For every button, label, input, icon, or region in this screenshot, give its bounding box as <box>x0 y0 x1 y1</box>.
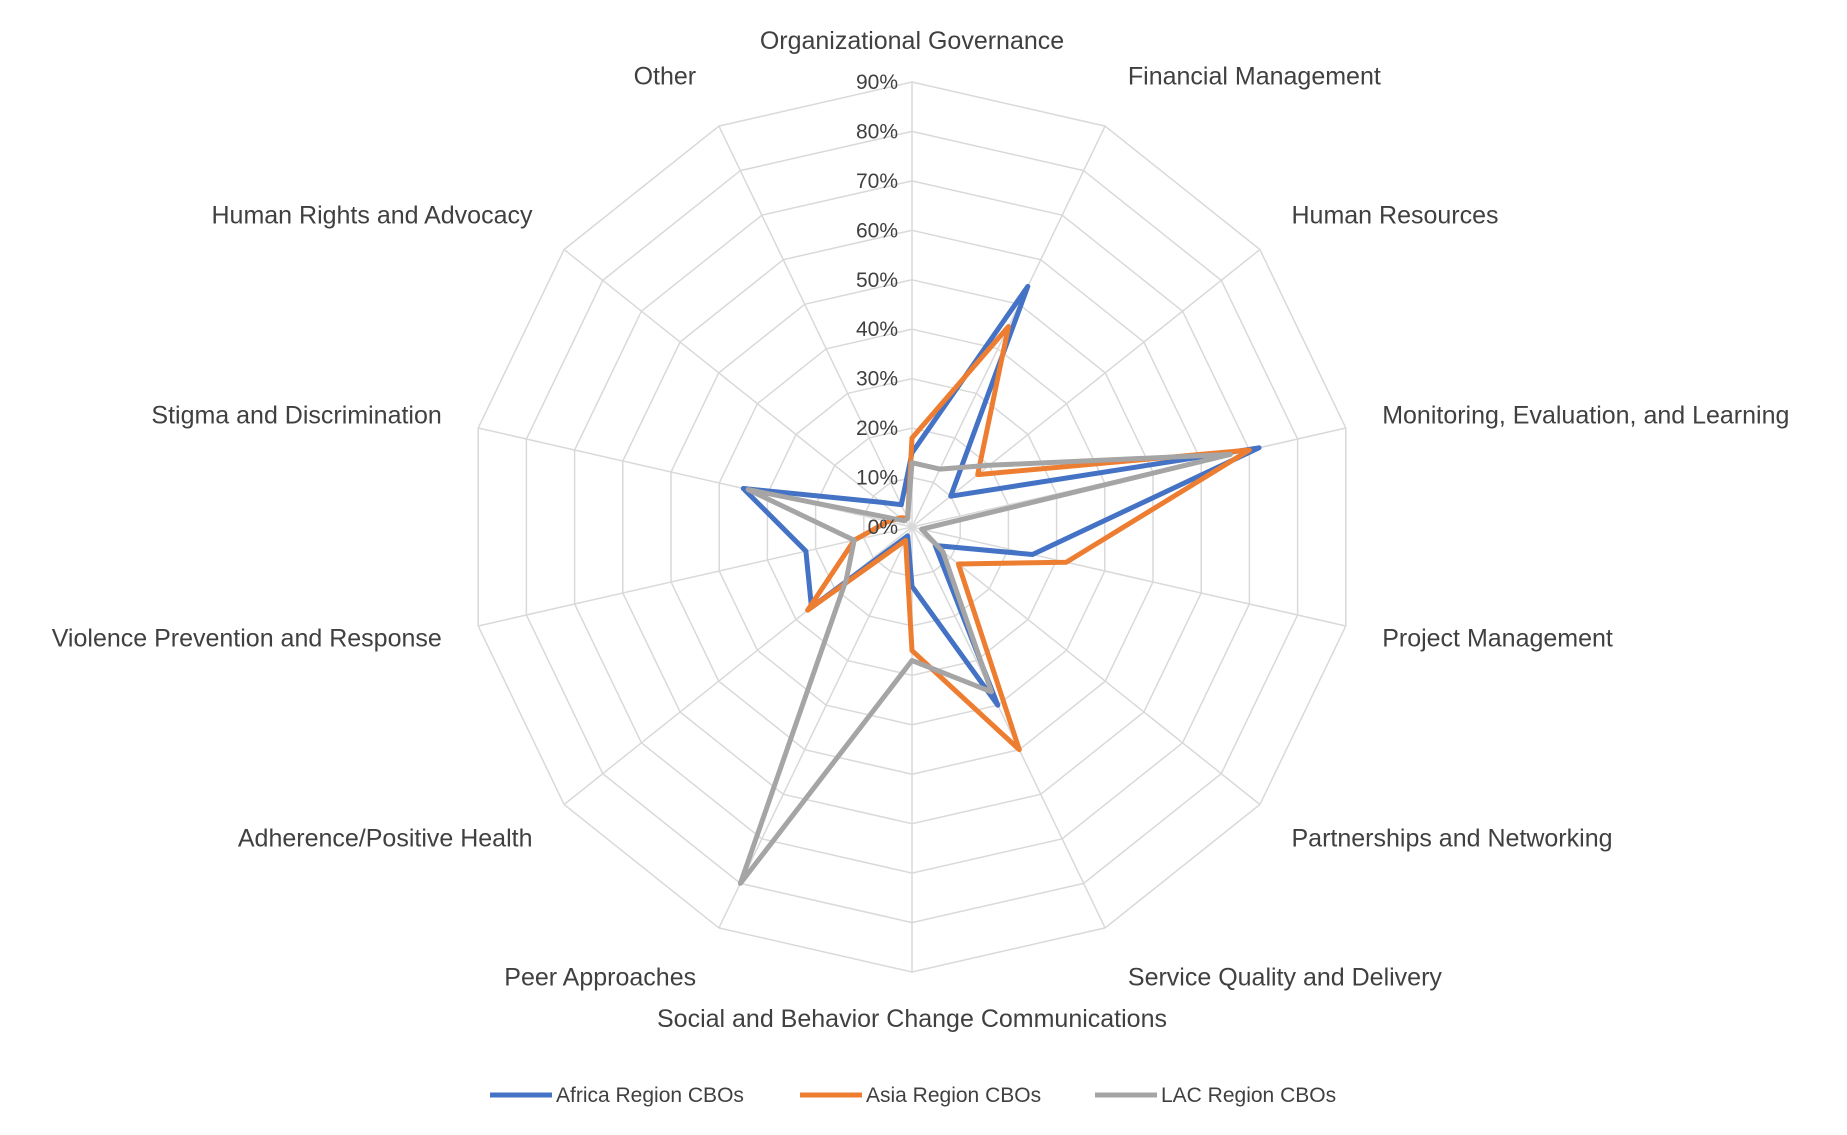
tick-labels: 0% 10% 20% 30% 40% 50% 60% 70% 80% 90% <box>856 71 898 539</box>
category-label: Human Rights and Advocacy <box>211 201 533 229</box>
category-label: Organizational Governance <box>760 27 1064 55</box>
grid-spoke <box>478 427 913 528</box>
tick-label: 40% <box>856 318 898 341</box>
category-label: Partnerships and Networking <box>1292 825 1613 853</box>
category-label: Adherence/Positive Health <box>238 825 533 853</box>
category-label: Monitoring, Evaluation, and Learning <box>1382 402 1789 430</box>
category-labels: Organizational Governance Financial Manag… <box>52 27 1790 1033</box>
tick-label: 90% <box>856 71 898 94</box>
tick-label: 60% <box>856 219 898 242</box>
tick-label: 20% <box>856 417 898 440</box>
legend-label: LAC Region CBOs <box>1161 1084 1336 1107</box>
tick-label: 70% <box>856 170 898 193</box>
category-label: Social and Behavior Change Communication… <box>657 1005 1167 1033</box>
category-label: Stigma and Discrimination <box>151 402 441 430</box>
category-label: Human Resources <box>1292 201 1499 229</box>
grid-spoke <box>718 125 913 528</box>
grid-spoke <box>563 248 913 528</box>
category-label: Financial Management <box>1128 63 1381 91</box>
tick-label: 30% <box>856 368 898 391</box>
grid-spoke <box>911 526 1106 929</box>
grid-layer <box>477 81 1347 973</box>
category-label: Service Quality and Delivery <box>1128 964 1443 992</box>
category-label: Violence Prevention and Response <box>52 624 442 652</box>
series-line-1 <box>740 283 1262 708</box>
grid-spoke <box>911 526 1346 627</box>
grid-spoke <box>911 248 1261 528</box>
tick-label: 0% <box>868 516 898 539</box>
tick-label: 50% <box>856 269 898 292</box>
category-label: Other <box>634 63 697 91</box>
category-label: Peer Approaches <box>504 964 696 992</box>
tick-label: 10% <box>856 467 898 490</box>
series-layer <box>737 283 1262 886</box>
grid-spoke <box>478 526 913 627</box>
legend-label: Asia Region CBOs <box>866 1084 1041 1107</box>
category-label: Project Management <box>1382 624 1613 652</box>
tick-label: 80% <box>856 120 898 143</box>
series-line-3 <box>737 451 1233 886</box>
grid-spoke <box>718 526 913 929</box>
legend: Africa Region CBOs Asia Region CBOs LAC Re… <box>490 1084 1336 1107</box>
legend-label: Africa Region CBOs <box>556 1084 744 1107</box>
grid-spoke <box>911 526 1261 806</box>
